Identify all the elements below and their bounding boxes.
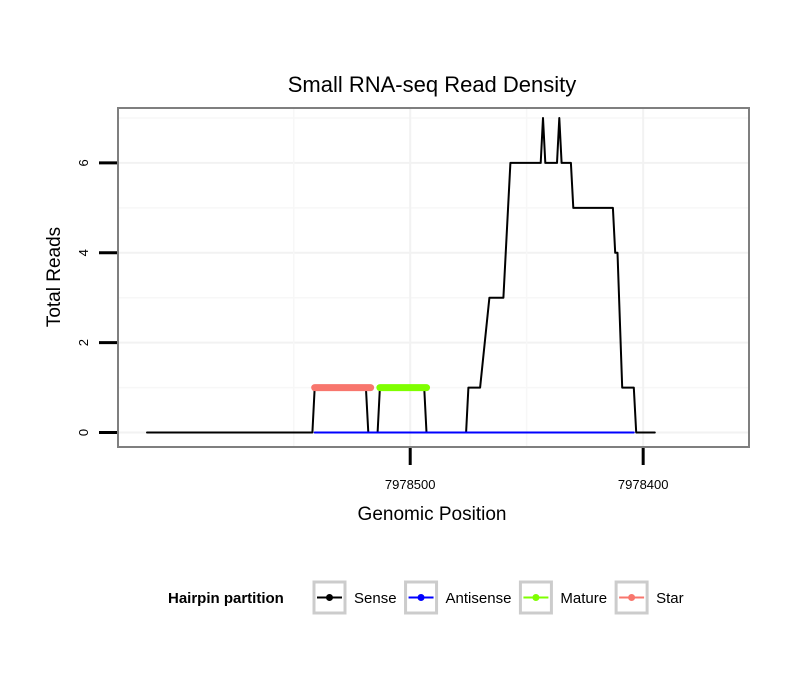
legend-key-point [628,594,636,601]
legend-label: Star [656,590,684,607]
chart-title: Small RNA-seq Read Density [288,72,577,97]
series-layer [146,117,656,434]
series-line-sense [146,117,656,434]
legend-key-point [532,594,540,601]
x-tick-label: 7978500 [385,477,436,492]
legend-item-antisense: Antisense [404,580,512,615]
legend-label: Sense [354,590,397,607]
plot-border [117,107,750,448]
y-tick-label: 2 [76,339,91,346]
legend-label: Mature [560,590,607,607]
x-axis: 7978500 7978400 [385,448,669,492]
x-tick-label: 7978400 [618,477,669,492]
legend-item-sense: Sense [312,580,397,615]
y-tick-label: 0 [76,429,91,436]
y-tick-label: 4 [76,249,91,256]
legend-key-point [326,594,333,601]
legend-label: Antisense [446,590,512,607]
legend-item-star: Star [614,580,684,615]
x-axis-label: Genomic Position [358,504,507,525]
legend-title: Hairpin partition [168,590,284,607]
y-axis-label: Total Reads [44,227,65,327]
legend: Sense Antisense Mature Star [312,580,684,615]
legend-item-mature: Mature [518,580,607,615]
y-axis: 0 2 4 6 [76,159,117,436]
y-tick-label: 6 [76,159,91,166]
legend-key-point [417,594,425,601]
grid [119,109,748,446]
